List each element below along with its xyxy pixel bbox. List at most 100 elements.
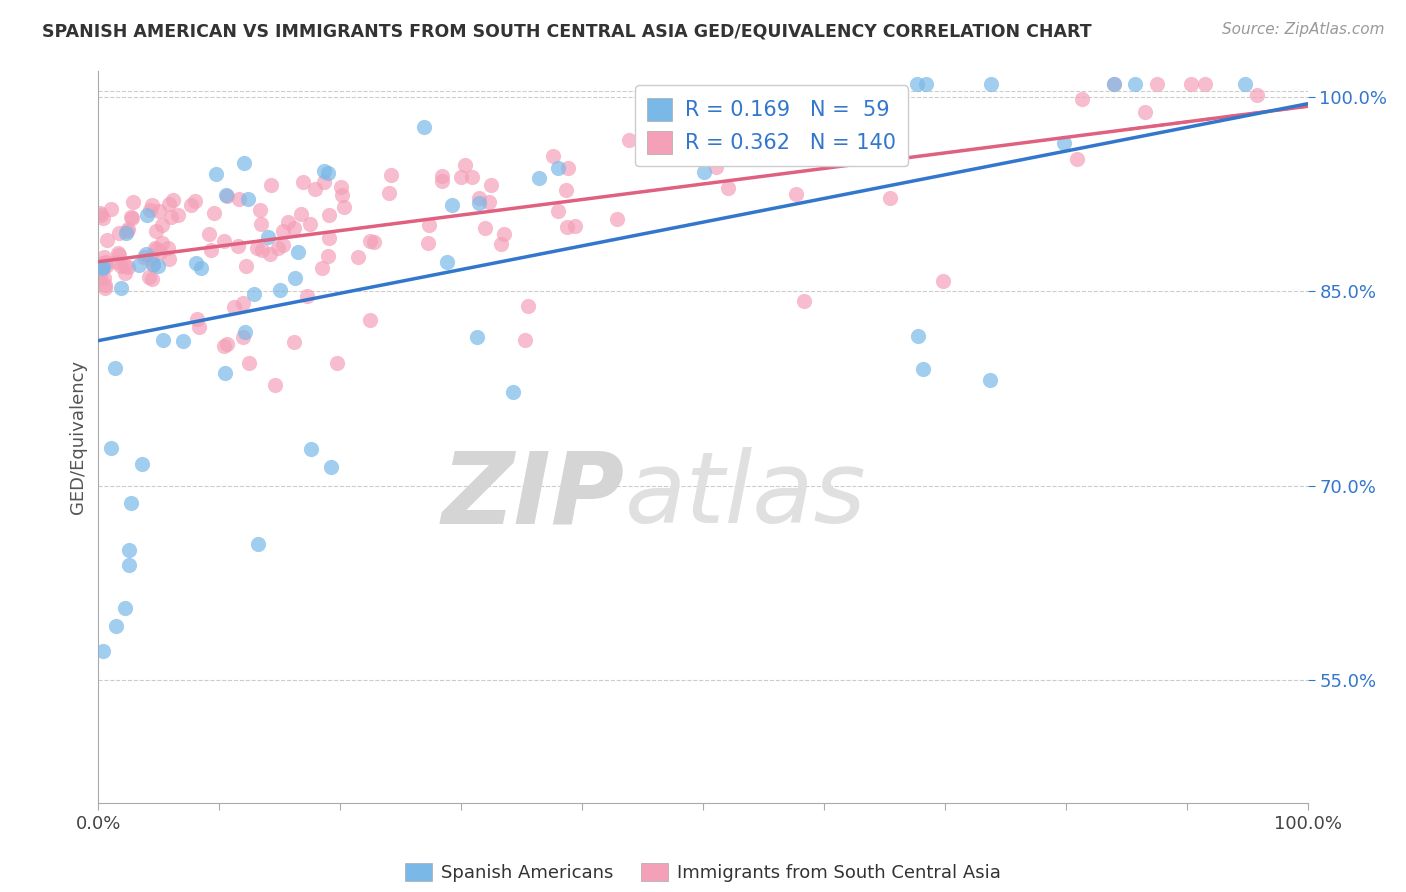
Point xyxy=(557,161,579,176)
Point xyxy=(94,259,117,273)
Point xyxy=(380,168,402,182)
Point xyxy=(717,181,740,195)
Point xyxy=(359,313,381,327)
Point xyxy=(104,255,127,269)
Point xyxy=(299,442,322,456)
Point xyxy=(416,236,439,251)
Point xyxy=(190,260,212,275)
Point xyxy=(491,236,513,251)
Point xyxy=(160,211,183,225)
Point xyxy=(91,211,114,225)
Point xyxy=(212,339,235,353)
Point xyxy=(145,224,167,238)
Point xyxy=(166,208,188,222)
Point xyxy=(215,189,238,203)
Point xyxy=(378,186,401,200)
Point xyxy=(299,217,322,231)
Point xyxy=(785,186,807,201)
Point xyxy=(214,234,236,248)
Point xyxy=(311,260,333,275)
Point xyxy=(146,259,169,273)
Point xyxy=(131,457,153,471)
Point xyxy=(606,211,628,226)
Point xyxy=(152,333,174,347)
Point xyxy=(555,219,578,234)
Point xyxy=(283,335,305,350)
Point xyxy=(96,233,118,247)
Point xyxy=(149,244,172,259)
Text: ZIP: ZIP xyxy=(441,447,624,544)
Point xyxy=(527,171,550,186)
Point xyxy=(224,300,246,314)
Point xyxy=(547,203,569,218)
Point xyxy=(1070,92,1092,106)
Point xyxy=(1066,152,1088,166)
Point xyxy=(979,373,1001,387)
Point xyxy=(430,169,453,184)
Point xyxy=(128,258,150,272)
Point xyxy=(200,243,222,257)
Point xyxy=(980,78,1002,92)
Point xyxy=(100,202,122,217)
Point xyxy=(184,194,207,209)
Point xyxy=(693,164,716,178)
Point xyxy=(915,78,938,92)
Point xyxy=(292,175,315,189)
Point xyxy=(650,145,672,160)
Point xyxy=(333,201,356,215)
Point xyxy=(187,320,209,334)
Point xyxy=(318,231,340,245)
Point xyxy=(142,257,165,271)
Point xyxy=(205,167,228,181)
Point xyxy=(479,178,502,193)
Point xyxy=(269,283,291,297)
Point xyxy=(114,259,136,273)
Point xyxy=(321,460,343,475)
Point xyxy=(273,224,295,238)
Point xyxy=(134,251,156,265)
Point xyxy=(793,293,815,308)
Point xyxy=(104,360,127,375)
Point xyxy=(110,281,132,295)
Point xyxy=(162,193,184,207)
Point xyxy=(91,644,114,658)
Point xyxy=(117,222,139,236)
Point xyxy=(283,221,305,235)
Point xyxy=(260,178,283,192)
Point xyxy=(235,326,257,340)
Point xyxy=(751,112,773,127)
Point xyxy=(654,141,676,155)
Point xyxy=(1146,78,1168,92)
Point xyxy=(232,156,254,170)
Point xyxy=(115,223,138,237)
Point xyxy=(135,247,157,261)
Point xyxy=(295,288,318,302)
Point xyxy=(228,192,250,206)
Point xyxy=(114,600,136,615)
Point xyxy=(143,242,166,256)
Point xyxy=(150,235,173,250)
Point xyxy=(118,558,141,572)
Point xyxy=(304,182,326,196)
Point xyxy=(912,362,935,376)
Point xyxy=(202,206,225,220)
Point xyxy=(94,254,117,268)
Point xyxy=(412,120,434,134)
Point xyxy=(100,441,122,455)
Point xyxy=(465,330,488,344)
Point xyxy=(238,356,260,370)
Point xyxy=(243,286,266,301)
Point xyxy=(879,191,901,205)
Point xyxy=(146,242,169,256)
Point xyxy=(468,195,491,210)
Point xyxy=(325,356,347,370)
Point xyxy=(148,204,170,219)
Point xyxy=(150,218,173,232)
Point xyxy=(232,330,254,344)
Point xyxy=(246,241,269,255)
Point xyxy=(114,226,136,240)
Point xyxy=(312,163,335,178)
Point xyxy=(89,265,111,279)
Point xyxy=(90,208,112,222)
Point xyxy=(502,384,524,399)
